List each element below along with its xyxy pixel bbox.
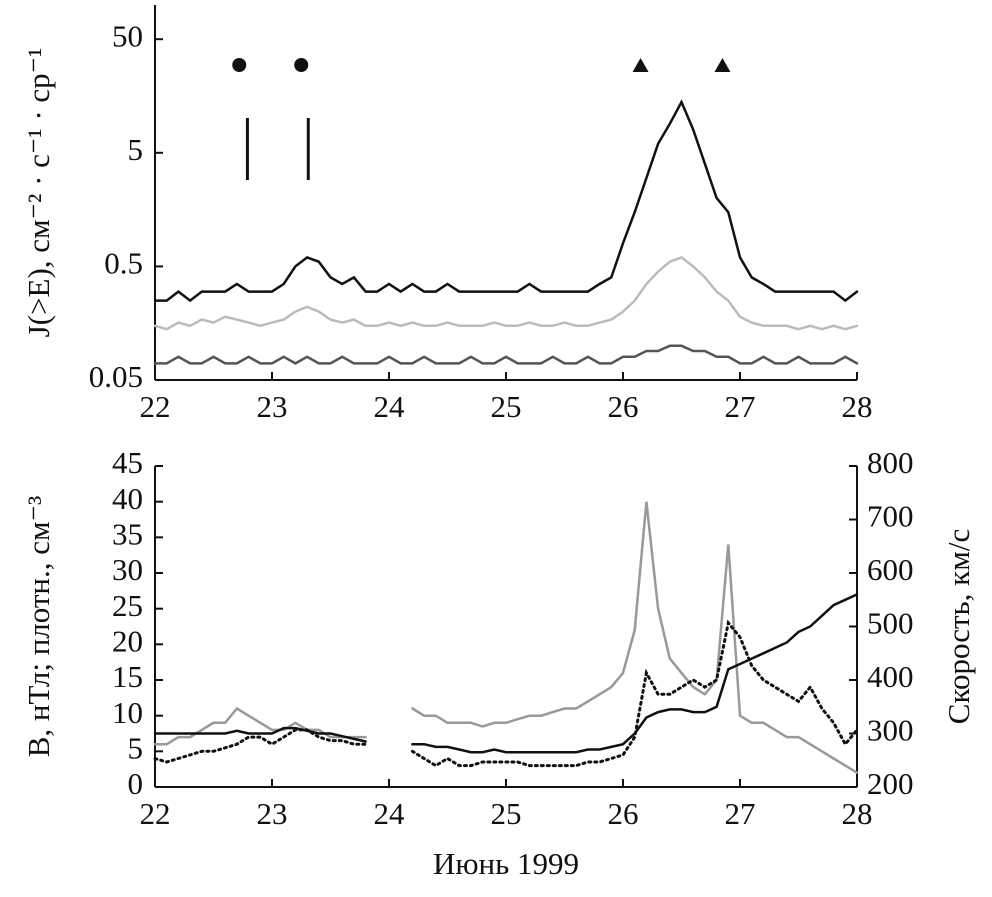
x-tick-label: 26 <box>608 389 639 424</box>
y-tick-label: 45 <box>112 445 143 480</box>
y-tick-label: 0 <box>128 766 144 801</box>
x-axis-label: Июнь 1999 <box>433 846 579 881</box>
x-tick-label: 26 <box>608 796 639 831</box>
y-tick-label: 0.05 <box>89 359 143 394</box>
y-tick-label: 15 <box>112 659 143 694</box>
x-tick-label: 23 <box>257 796 288 831</box>
x-tick-label: 22 <box>140 389 171 424</box>
y2-tick-label: 800 <box>867 445 914 480</box>
y-tick-label: 0.5 <box>104 246 143 281</box>
x-tick-label: 25 <box>491 796 522 831</box>
y-tick-label: 10 <box>112 695 143 730</box>
x-tick-label: 28 <box>842 389 873 424</box>
event-marker <box>714 58 731 72</box>
y-tick-label: 25 <box>112 588 143 623</box>
series-line <box>153 255 859 331</box>
y2-tick-label: 600 <box>867 552 914 587</box>
y-tick-label: 40 <box>112 481 143 516</box>
y-tick-label: 30 <box>112 552 143 587</box>
y2-tick-label: 500 <box>867 606 914 641</box>
x-tick-label: 27 <box>725 389 756 424</box>
y2-tick-label: 700 <box>867 499 914 534</box>
series-line <box>153 619 859 768</box>
y2-tick-label: 400 <box>867 659 914 694</box>
x-tick-label: 24 <box>374 389 406 424</box>
y2-axis-label: Скорость, км/с <box>941 529 976 724</box>
x-tick-label: 23 <box>257 389 288 424</box>
y2-tick-label: 200 <box>867 766 914 801</box>
y-tick-label: 50 <box>112 18 143 53</box>
series-line <box>153 99 859 303</box>
x-tick-label: 24 <box>374 796 406 831</box>
series-line <box>153 501 859 774</box>
x-tick-label: 25 <box>491 389 522 424</box>
x-tick-label: 27 <box>725 796 756 831</box>
y-tick-label: 5 <box>128 132 144 167</box>
x-tick-label: 28 <box>842 796 873 831</box>
event-marker <box>232 58 247 72</box>
y-tick-label: 35 <box>112 516 143 551</box>
x-tick-label: 22 <box>140 796 171 831</box>
event-marker <box>632 58 649 72</box>
event-marker <box>294 58 309 72</box>
series-line <box>153 593 859 754</box>
series-line <box>153 344 859 365</box>
y-axis-label: B, нТл; плотн., см⁻³ <box>21 496 56 758</box>
y-tick-label: 20 <box>112 623 143 658</box>
y2-tick-label: 300 <box>867 713 914 748</box>
y-axis-label: J(>E), см⁻² · с⁻¹ · ср⁻¹ <box>21 48 56 338</box>
y-tick-label: 5 <box>128 730 144 765</box>
